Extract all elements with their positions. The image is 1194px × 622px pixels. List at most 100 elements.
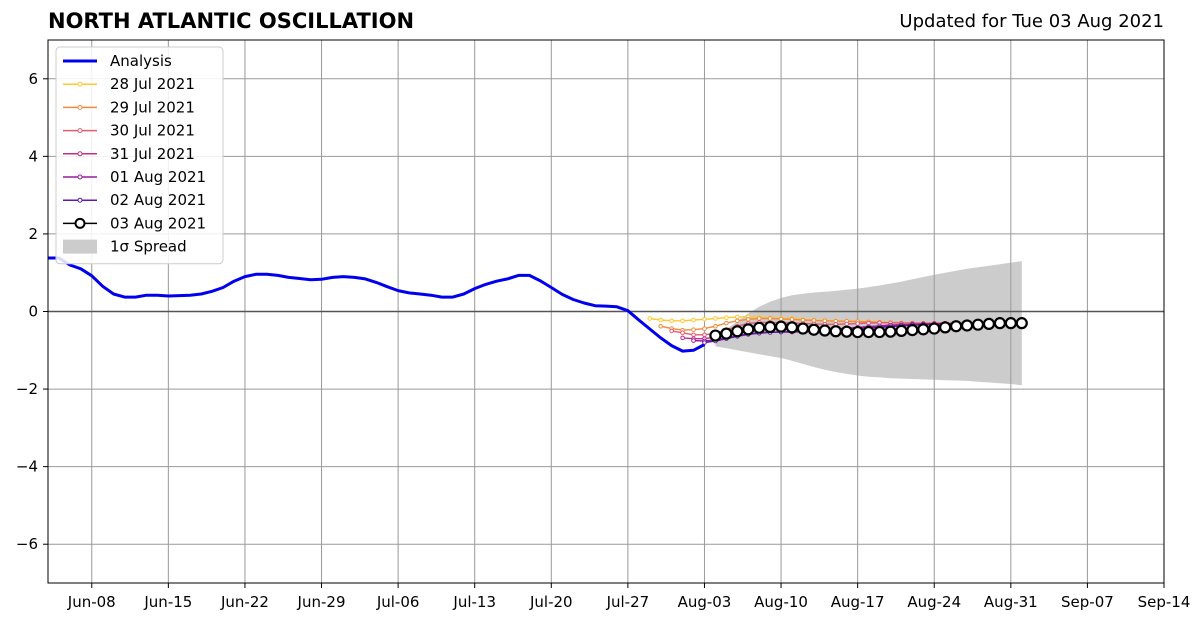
legend-label: 28 Jul 2021: [110, 75, 195, 93]
forecast-point: [734, 314, 740, 320]
x-tick-label: Aug-31: [984, 593, 1038, 611]
legend-swatch-spread: [63, 239, 97, 254]
forecast-point: [917, 323, 930, 336]
x-tick-label: Jul-27: [606, 593, 650, 611]
x-tick-label: Aug-24: [907, 593, 961, 611]
legend-label: 02 Aug 2021: [110, 191, 206, 209]
forecast-point: [1004, 317, 1017, 330]
forecast-point: [756, 316, 762, 321]
forecast-point: [702, 332, 707, 338]
forecast-point: [807, 323, 820, 336]
forecast-point: [691, 332, 696, 338]
forecast-point: [669, 318, 674, 324]
legend-swatch-marker: [77, 81, 83, 87]
forecast-point: [851, 325, 864, 339]
chart-title: NORTH ATLANTIC OSCILLATION: [48, 9, 415, 33]
forecast-point: [647, 316, 653, 321]
legend-label: 1σ Spread: [110, 238, 187, 256]
forecast-point: [691, 338, 696, 343]
legend-swatch-marker: [74, 217, 86, 229]
x-tick-label: Jul-13: [452, 593, 496, 611]
forecast-point: [742, 323, 755, 336]
y-tick-label: 4: [28, 147, 38, 165]
y-tick-label: 6: [28, 70, 38, 88]
x-tick-label: Sep-14: [1138, 593, 1191, 611]
forecast-point: [829, 325, 842, 338]
forecast-point: [691, 317, 696, 323]
forecast-point: [745, 316, 751, 322]
legend-swatch-marker: [77, 151, 83, 157]
forecast-point: [855, 321, 860, 326]
x-tick-label: Aug-03: [678, 593, 732, 611]
legend-label: Analysis: [110, 52, 172, 70]
forecast-point: [844, 321, 850, 327]
forecast-point: [971, 318, 985, 331]
y-tick-label: 0: [28, 303, 38, 321]
forecast-point: [731, 325, 744, 338]
y-tick-label: 2: [28, 225, 38, 243]
forecast-point: [796, 322, 810, 335]
x-tick-label: Jun-29: [297, 593, 346, 611]
legend-label: 29 Jul 2021: [110, 98, 195, 116]
x-tick-label: Jun-08: [67, 593, 116, 611]
forecast-point: [873, 325, 886, 339]
forecast-point: [702, 326, 707, 331]
y-tick-label: −2: [16, 380, 38, 398]
forecast-point: [734, 318, 740, 324]
forecast-point: [764, 320, 777, 334]
forecast-point: [774, 320, 788, 333]
legend-label: 30 Jul 2021: [110, 122, 195, 140]
forecast-point: [709, 329, 722, 342]
forecast-point: [767, 316, 773, 321]
forecast-point: [928, 322, 941, 335]
forecast-point: [960, 319, 974, 332]
forecast-point: [680, 330, 685, 336]
forecast-point: [939, 321, 952, 334]
x-tick-label: Aug-10: [754, 593, 808, 611]
y-tick-label: −6: [16, 535, 38, 553]
forecast-point: [818, 324, 831, 337]
forecast-point: [713, 316, 718, 321]
forecast-point: [724, 320, 729, 326]
forecast-point: [785, 321, 799, 334]
legend-swatch-marker: [77, 174, 83, 180]
x-tick-label: Sep-07: [1061, 593, 1114, 611]
x-tick-label: Jun-15: [143, 593, 192, 611]
forecast-point: [680, 335, 685, 341]
forecast-point: [680, 318, 685, 324]
forecast-point: [950, 320, 963, 333]
axes-layer: 6 4 2 0 −2 −4 −6 Jun-08 Jun-15 Jun-22 Jun-29 Jul-06…: [16, 39, 1191, 611]
forecast-point: [862, 325, 875, 339]
forecast-point: [702, 316, 707, 322]
forecast-point: [840, 325, 853, 338]
forecast-point: [658, 317, 664, 323]
forecast-point: [724, 315, 729, 321]
updated-label: Updated for Tue 03 Aug 2021: [899, 11, 1164, 32]
analysis-line: [48, 256, 706, 353]
legend-box: [55, 46, 224, 265]
forecast-point: [720, 327, 733, 340]
forecast-point: [884, 325, 897, 338]
x-tick-label: Jun-22: [220, 593, 269, 611]
forecast-point: [702, 340, 707, 345]
legend-label: 03 Aug 2021: [110, 214, 206, 232]
x-tick-label: Jul-20: [529, 593, 573, 611]
legend-swatch-marker: [77, 128, 83, 134]
forecast-point: [789, 316, 795, 322]
forecast-point: [658, 323, 664, 329]
y-tick-label: −4: [16, 458, 38, 476]
series-layer: [48, 256, 1028, 353]
legend-swatch-marker: [77, 104, 83, 110]
forecast-point: [982, 317, 996, 331]
legend-label: 31 Jul 2021: [110, 145, 195, 163]
forecast-point: [713, 323, 718, 329]
forecast-point: [753, 321, 766, 334]
forecast-point: [669, 328, 674, 334]
forecast-point: [691, 327, 696, 333]
forecast-point: [778, 316, 784, 322]
x-tick-label: Aug-17: [831, 593, 885, 611]
forecast-point: [1015, 317, 1028, 330]
x-tick-label: Jul-06: [376, 593, 420, 611]
forecast-point: [895, 324, 908, 337]
